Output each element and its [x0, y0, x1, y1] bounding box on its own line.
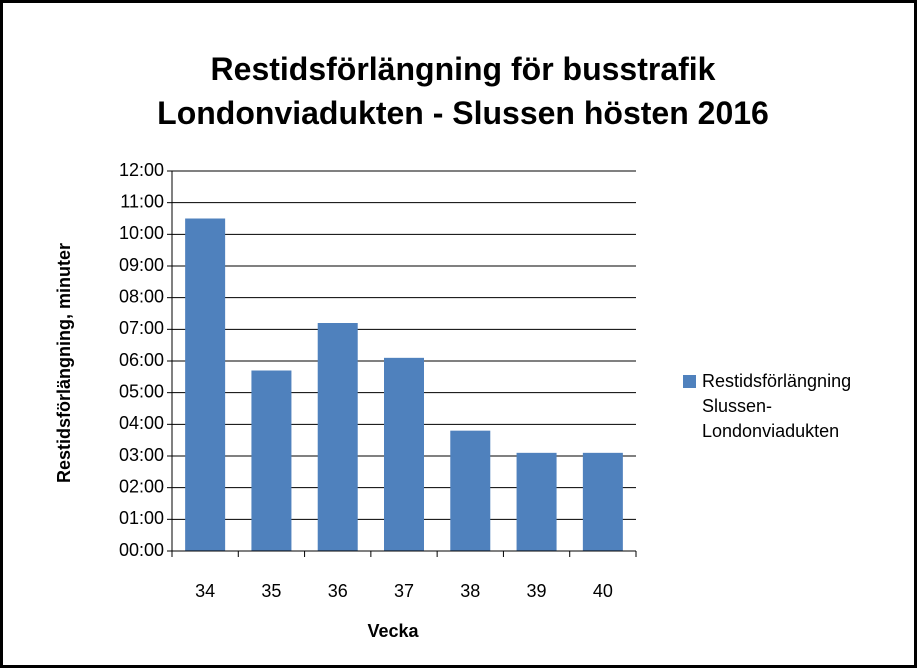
y-tick-label: 10:00	[119, 223, 164, 243]
y-tick-label: 06:00	[119, 350, 164, 370]
y-tick-label: 09:00	[119, 255, 164, 275]
y-tick-label: 01:00	[119, 508, 164, 528]
legend-label: Restidsförlängning Slussen-Londonviadukt…	[702, 371, 852, 441]
chart: Vecka Restidsförlängning, minuter 00:00 0…	[54, 160, 637, 641]
bar	[516, 452, 557, 551]
y-tick-label: 08:00	[119, 286, 164, 306]
y-tick-label: 04:00	[119, 413, 164, 433]
x-tick-label: 40	[593, 581, 613, 601]
legend: Restidsförlängning Slussen-Londonviadukt…	[683, 369, 902, 444]
y-tick-label: 11:00	[120, 191, 164, 211]
x-axis-label: Vecka	[367, 621, 419, 641]
bar	[582, 452, 623, 551]
x-tick-label: 34	[195, 581, 215, 601]
chart-title: Restidsförlängning för busstrafik London…	[157, 51, 769, 131]
bar	[185, 218, 226, 551]
bar	[450, 430, 491, 551]
y-tick-label: 12:00	[119, 160, 164, 180]
y-axis-label: Restidsförlängning, minuter	[54, 243, 74, 483]
legend-swatch	[683, 375, 696, 388]
x-tick-label: 39	[527, 581, 547, 601]
y-tick-label: 02:00	[119, 476, 164, 496]
y-tick-label: 00:00	[119, 540, 164, 560]
y-tick-label: 05:00	[119, 381, 164, 401]
x-tick-label: 38	[460, 581, 480, 601]
x-tick-label: 36	[328, 581, 348, 601]
bar	[384, 357, 424, 551]
y-tick-label: 07:00	[119, 318, 164, 338]
x-tick-label: 37	[394, 581, 414, 601]
bar	[317, 323, 358, 551]
bar	[251, 370, 292, 551]
y-tick-label: 03:00	[119, 445, 164, 465]
x-tick-label: 35	[261, 581, 281, 601]
